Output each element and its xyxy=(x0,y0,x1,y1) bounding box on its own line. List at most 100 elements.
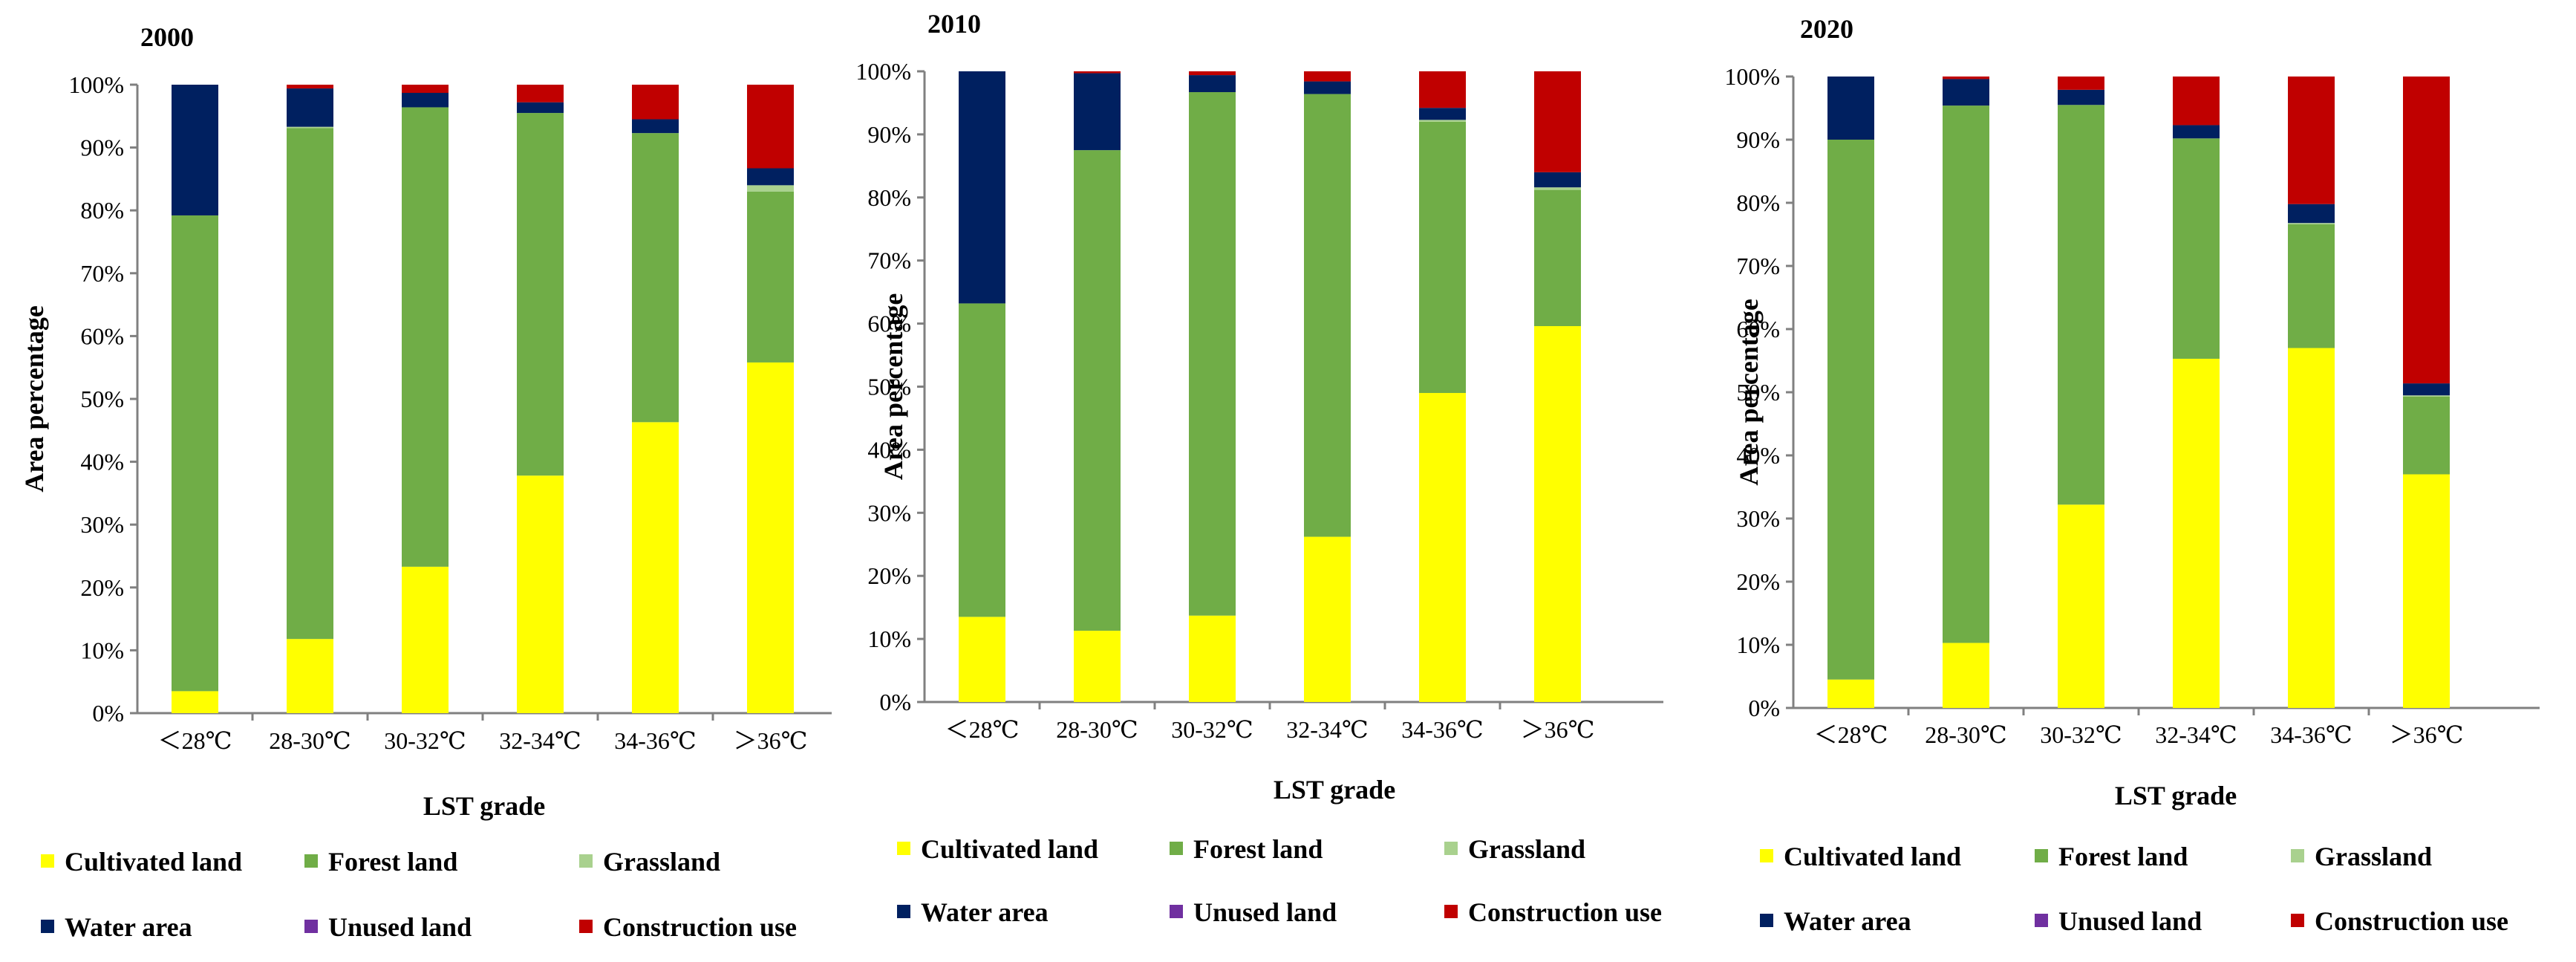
bar-segment-cultivated-land xyxy=(959,617,1005,702)
y-tick-label: 0% xyxy=(879,689,911,715)
legend-label: Forest land xyxy=(328,847,457,877)
bar-segment-cultivated-land xyxy=(1189,615,1236,702)
chart-panel-2010: 2010 0% 10% 20% 30% 40% 50% 60% 70% 80% 90% 100% ＜28… xyxy=(855,9,1663,927)
legend-label: Cultivated land xyxy=(1784,842,1961,871)
bar-segment-water-area xyxy=(959,71,1005,304)
legend: Cultivated land Forest land Grassland Water… xyxy=(41,847,797,942)
legend-label: Grassland xyxy=(2315,842,2432,871)
bar-segment-water-area xyxy=(1189,75,1236,93)
bar-segment-water-area xyxy=(287,88,333,127)
x-axis-title: LST grade xyxy=(2115,781,2237,810)
x-axis-title: LST grade xyxy=(423,791,545,821)
bar-segment-construction-use xyxy=(1534,71,1581,172)
bar-segment-construction-use xyxy=(1074,71,1121,74)
legend-swatch xyxy=(579,920,593,933)
bar-segment-cultivated-land xyxy=(1943,643,1989,708)
bar-segment-forest-land xyxy=(2173,138,2220,359)
bar-segment-forest-land xyxy=(747,191,794,363)
bar-segment-water-area xyxy=(1419,108,1466,120)
bar-segment-water-area xyxy=(747,168,794,186)
legend-swatch xyxy=(1170,842,1183,855)
bar-segment-cultivated-land xyxy=(287,639,333,713)
bar-segment-water-area xyxy=(1943,79,1989,106)
bar-segment-water-area xyxy=(1534,172,1581,188)
bar-segment-water-area xyxy=(2173,125,2220,139)
bar-segment-cultivated-land xyxy=(402,566,449,713)
legend-label: Forest land xyxy=(2058,842,2188,871)
y-axis-title: Area percentage xyxy=(878,293,908,481)
x-tick-label: 34-36℃ xyxy=(2270,721,2352,748)
y-tick-label: 40% xyxy=(1736,442,1780,469)
bar-segment-construction-use xyxy=(402,85,449,93)
y-tick-label: 10% xyxy=(1736,631,1780,658)
bar-segment-water-area xyxy=(1304,81,1351,94)
y-axis-title: Area percentage xyxy=(19,305,49,493)
bar-segment-construction-use xyxy=(632,85,679,120)
y-tick-label: 60% xyxy=(80,322,124,349)
y-tick-label: 80% xyxy=(867,184,911,211)
x-tick-label: 30-32℃ xyxy=(384,727,466,754)
bar-segment-construction-use xyxy=(1304,71,1351,82)
y-tick-label: 50% xyxy=(867,374,911,400)
bar-segment-forest-land xyxy=(1943,105,1989,643)
bar-segment-cultivated-land xyxy=(2173,358,2220,708)
legend-label: Forest land xyxy=(1193,834,1323,864)
bar-segment-construction-use xyxy=(2058,77,2104,90)
y-tick-label: 70% xyxy=(80,260,124,287)
bar-segment-forest-land xyxy=(2288,224,2335,348)
bar-segment-cultivated-land xyxy=(517,475,564,713)
legend-swatch xyxy=(41,854,54,868)
legend-label: Unused land xyxy=(328,912,472,942)
bar-segment-construction-use xyxy=(1943,77,1989,79)
bar-segment-grassland xyxy=(1419,120,1466,122)
bar-segment-grassland xyxy=(2288,223,2335,224)
legend-label: Cultivated land xyxy=(921,834,1098,864)
bar-segment-forest-land xyxy=(2058,105,2104,505)
bar-segment-forest-land xyxy=(172,215,218,692)
bar-segment-forest-land xyxy=(1189,92,1236,616)
legend-swatch xyxy=(2291,914,2304,927)
y-tick-label: 100% xyxy=(1724,63,1780,90)
legend-swatch xyxy=(1170,905,1183,918)
y-tick-label: 20% xyxy=(867,562,911,589)
bar-segment-cultivated-land xyxy=(1074,631,1121,702)
x-tick-label: ＜28℃ xyxy=(158,727,232,754)
y-tick-label: 0% xyxy=(1748,695,1780,721)
y-tick-label: 70% xyxy=(867,247,911,274)
bar-segment-construction-use xyxy=(1419,71,1466,108)
bar-segment-water-area xyxy=(2058,89,2104,105)
bar-segment-forest-land xyxy=(959,303,1005,617)
legend-label: Water area xyxy=(921,897,1049,927)
bar-segment-forest-land xyxy=(1827,140,1874,680)
y-tick-label: 50% xyxy=(1736,379,1780,406)
y-tick-label: 90% xyxy=(1736,126,1780,153)
y-tick-label: 100% xyxy=(855,58,911,85)
y-tick-label: 30% xyxy=(80,511,124,538)
chart-panel-2000: 2000 0% 10% 20% 30% 40% 50% 60% 70% 80% 90% 100% ＜28… xyxy=(19,22,832,942)
legend-label: Unused land xyxy=(2058,906,2202,936)
bar-segment-forest-land xyxy=(287,128,333,640)
bar-segment-construction-use xyxy=(287,85,333,89)
bar-segment-forest-land xyxy=(1419,121,1466,393)
bar-segment-water-area xyxy=(632,119,679,134)
bar-segment-cultivated-land xyxy=(2403,474,2450,708)
x-tick-label: 32-34℃ xyxy=(499,727,581,754)
legend-label: Construction use xyxy=(2315,906,2508,936)
legend-swatch xyxy=(2035,849,2048,862)
x-tick-label: ＜28℃ xyxy=(1814,721,1888,748)
legend-swatch xyxy=(304,920,318,933)
y-tick-label: 50% xyxy=(80,386,124,412)
bar-segment-construction-use xyxy=(747,85,794,169)
y-tick-label: 20% xyxy=(80,574,124,601)
x-tick-label: ＞36℃ xyxy=(1521,716,1595,743)
legend-label: Grassland xyxy=(603,847,720,877)
legend-label: Construction use xyxy=(603,912,797,942)
x-axis-title: LST grade xyxy=(1274,775,1395,805)
bar-segment-construction-use xyxy=(1189,71,1236,76)
bar-segment-forest-land xyxy=(1074,150,1121,631)
legend-swatch xyxy=(1760,849,1773,862)
x-tick-label: 32-34℃ xyxy=(1286,716,1368,743)
bar-segment-water-area xyxy=(1827,77,1874,140)
